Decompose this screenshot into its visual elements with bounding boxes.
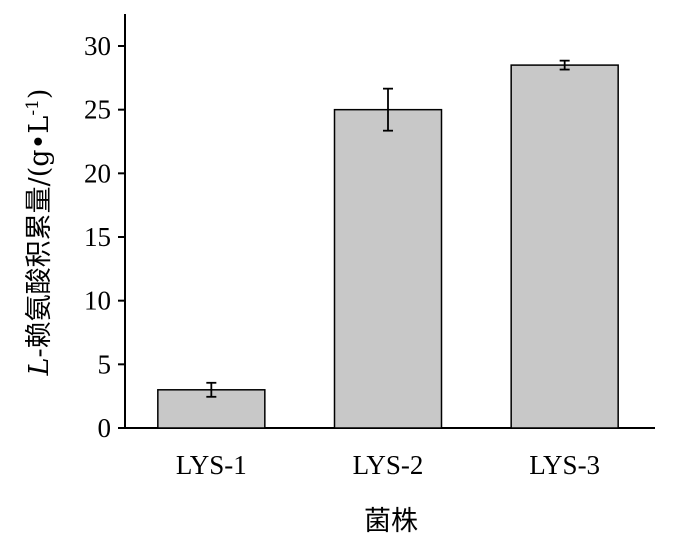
- labels: 0 5 10 15 20 25 30 LYS-1 LYS-2 LYS-3: [84, 31, 600, 480]
- y-tick-label: 30: [84, 31, 111, 61]
- y-axis-title-end: ): [24, 89, 55, 100]
- bar-lys-2: [333, 108, 443, 429]
- x-tick-label: LYS-3: [529, 450, 600, 480]
- bar-lys-3: [510, 64, 619, 429]
- bars: [157, 59, 619, 429]
- y-axis-title: L-赖氨酸积累量/(g•L-1): [23, 89, 55, 377]
- y-axis-title-superscript: -1: [23, 99, 43, 116]
- x-axis-title: 菌株: [364, 506, 418, 537]
- y-tick-label: 5: [98, 349, 112, 379]
- x-tick-label: LYS-2: [353, 450, 424, 480]
- y-axis-title-main: -赖氨酸积累量/(g•L: [24, 116, 55, 358]
- y-tick-label: 10: [84, 286, 111, 316]
- x-tick-label: LYS-1: [176, 450, 247, 480]
- y-axis-title-italic: L: [24, 358, 55, 377]
- y-tick-label: 15: [84, 222, 111, 252]
- y-tick-label: 25: [84, 95, 111, 125]
- y-tick-label: 20: [84, 158, 111, 188]
- y-tick-label: 0: [98, 413, 112, 443]
